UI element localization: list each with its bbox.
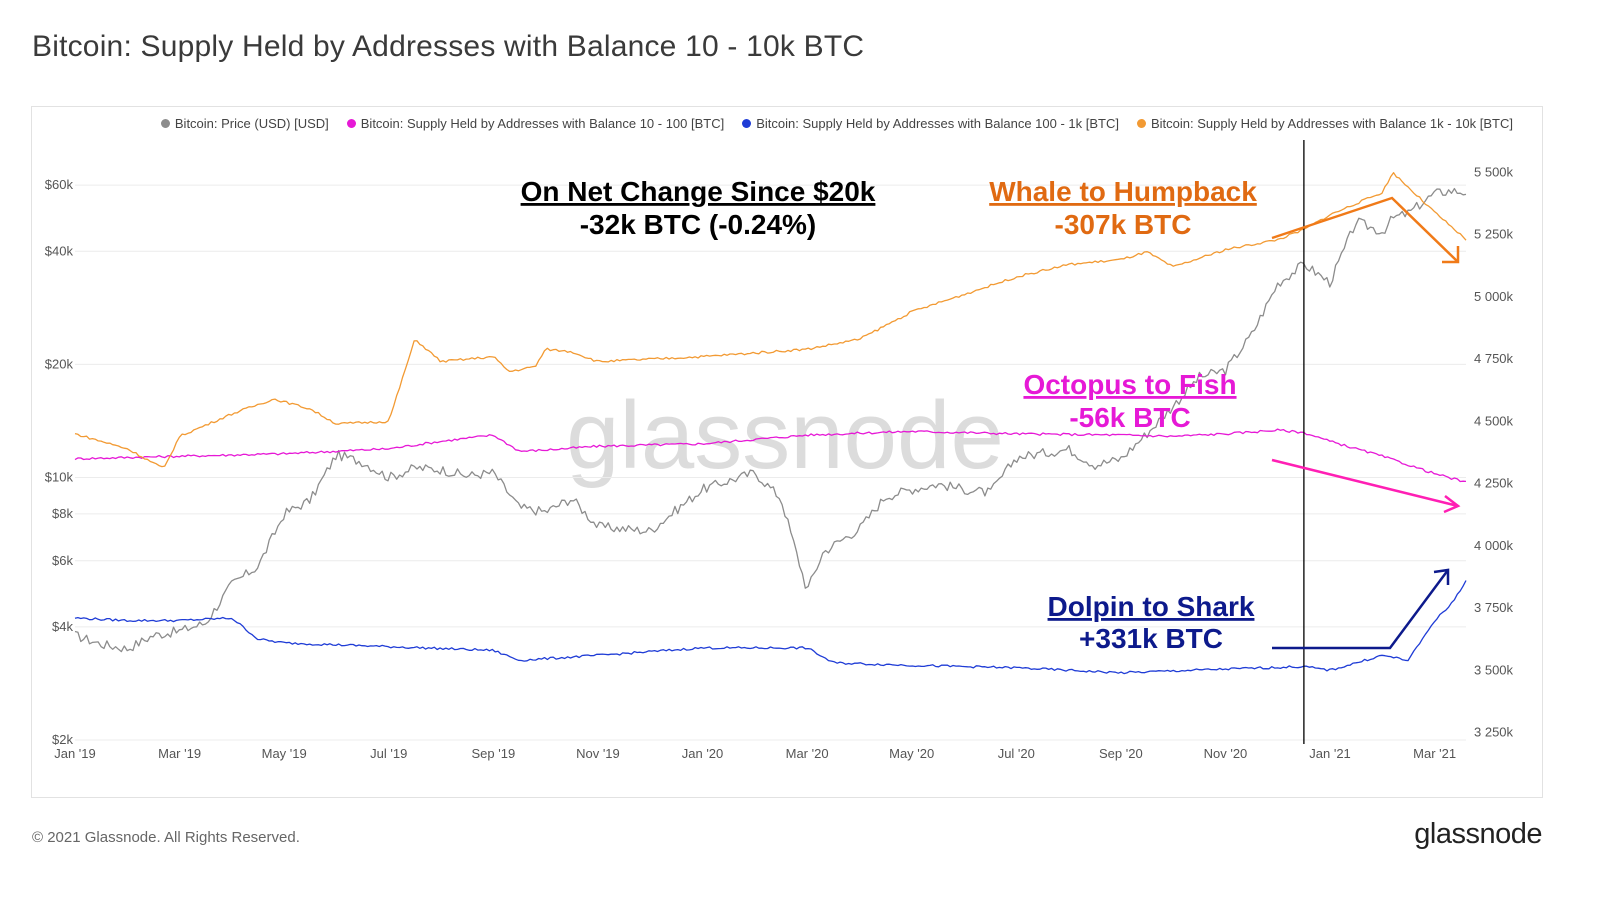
y-right-tick-label: 4 750k: [1474, 351, 1514, 366]
legend-label: Bitcoin: Supply Held by Addresses with B…: [756, 115, 1119, 131]
legend-label: Bitcoin: Price (USD) [USD]: [174, 115, 329, 131]
legend-dot-icon: [346, 118, 356, 128]
y-left-tick-label: $6k: [52, 553, 73, 568]
annotation-whale-title: Whale to Humpback: [989, 176, 1257, 207]
arrow-whale-head: [1442, 246, 1460, 264]
y-right-tick-label: 5 000k: [1474, 289, 1514, 304]
x-tick-label: Sep '20: [1099, 746, 1143, 761]
x-tick-label: Jan '20: [682, 746, 724, 761]
y-left-tick-label: $8k: [52, 506, 73, 521]
x-tick-label: Mar '19: [158, 746, 201, 761]
legend-item-price[interactable]: Bitcoin: Price (USD) [USD]: [160, 114, 329, 132]
legend-dot-icon: [742, 118, 752, 128]
grid: [75, 184, 1466, 741]
y-right-tick-label: 3 250k: [1474, 725, 1514, 740]
annotation-octopus: Octopus to Fish -56k BTC: [1023, 369, 1236, 433]
y-left-tick-label: $40k: [45, 243, 74, 258]
x-tick-label: May '20: [889, 746, 934, 761]
x-tick-label: Nov '19: [576, 746, 620, 761]
series-line-1: [74, 428, 1467, 483]
legend-label: Bitcoin: Supply Held by Addresses with B…: [360, 115, 725, 131]
arrow-dolphin: [1272, 568, 1450, 650]
annotation-dolphin: Dolpin to Shark +331k BTC: [1048, 591, 1255, 654]
arrow-octopus-head: [1443, 495, 1461, 514]
legend-item-100-1k[interactable]: Bitcoin: Supply Held by Addresses with B…: [742, 114, 1119, 132]
y-right-tick-label: 4 000k: [1474, 538, 1514, 553]
x-tick-label: Jul '19: [370, 746, 407, 761]
y-right-tick-label: 5 250k: [1474, 227, 1514, 242]
x-tick-label: Mar '21: [1413, 746, 1456, 761]
arrow-octopus-line: [1271, 458, 1459, 508]
legend-item-10-100[interactable]: Bitcoin: Supply Held by Addresses with B…: [346, 114, 725, 132]
arrow-octopus: [1271, 458, 1461, 514]
legend-label: Bitcoin: Supply Held by Addresses with B…: [1150, 115, 1513, 131]
y-axis-right: 5 500k 5 250k 5 000k 4 750k 4 500k 4 250k 4 00…: [1474, 164, 1514, 739]
x-axis: Jan '19 Mar '19 May '19 Jul '19 Sep '19 Nov '…: [54, 746, 1456, 761]
series-line-2: [74, 580, 1467, 675]
x-tick-label: Sep '19: [472, 746, 516, 761]
y-left-tick-label: $10k: [45, 469, 74, 484]
annotation-dolphin-title: Dolpin to Shark: [1048, 591, 1255, 622]
chart-frame: [31, 106, 1543, 798]
x-tick-label: Jan '21: [1309, 746, 1351, 761]
arrow-whale: [1271, 196, 1460, 264]
series-line-3: [74, 172, 1467, 468]
annotation-whale-value: -307k BTC: [1055, 209, 1192, 240]
footer-logo: glassnode: [1414, 818, 1542, 850]
y-left-tick-label: $2k: [52, 732, 73, 747]
series-line-0: [74, 187, 1467, 653]
y-right-tick-label: 4 250k: [1474, 476, 1514, 491]
annotation-net-title: On Net Change Since $20k: [521, 176, 876, 207]
annotation-net-value: -32k BTC (-0.24%): [580, 209, 817, 240]
y-right-tick-label: 5 500k: [1474, 164, 1514, 179]
x-tick-label: Nov '20: [1204, 746, 1248, 761]
y-left-tick-label: $4k: [52, 619, 73, 634]
annotation-net: On Net Change Since $20k -32k BTC (-0.24…: [521, 176, 876, 240]
arrow-whale-line: [1271, 196, 1459, 263]
x-tick-label: Jul '20: [998, 746, 1035, 761]
footer-copyright: © 2021 Glassnode. All Rights Reserved.: [32, 829, 300, 846]
x-tick-label: May '19: [262, 746, 307, 761]
y-right-tick-label: 4 500k: [1474, 413, 1514, 428]
watermark: glassnode: [566, 382, 1004, 489]
y-left-tick-label: $20k: [45, 356, 74, 371]
y-right-tick-label: 3 750k: [1474, 600, 1514, 615]
y-right-tick-label: 3 500k: [1474, 662, 1514, 677]
arrow-dolphin-head: [1433, 568, 1450, 585]
arrow-dolphin-line: [1272, 569, 1450, 650]
legend-dot-icon: [160, 118, 170, 128]
annotation-dolphin-value: +331k BTC: [1079, 623, 1223, 654]
annotation-octopus-title: Octopus to Fish: [1023, 369, 1236, 400]
legend-dot-icon: [1136, 118, 1146, 128]
y-left-tick-label: $60k: [45, 177, 74, 192]
series-group: [74, 172, 1467, 675]
annotation-octopus-value: -56k BTC: [1069, 402, 1190, 433]
x-tick-label: Mar '20: [786, 746, 829, 761]
page-title: Bitcoin: Supply Held by Addresses with B…: [32, 30, 865, 63]
y-axis-left: $60k $40k $20k $10k $8k $6k $4k $2k: [45, 177, 74, 747]
annotation-whale: Whale to Humpback -307k BTC: [989, 176, 1257, 240]
legend: Bitcoin: Price (USD) [USD] Bitcoin: Supp…: [31, 114, 1541, 132]
legend-item-1k-10k[interactable]: Bitcoin: Supply Held by Addresses with B…: [1136, 114, 1513, 132]
x-tick-label: Jan '19: [54, 746, 96, 761]
